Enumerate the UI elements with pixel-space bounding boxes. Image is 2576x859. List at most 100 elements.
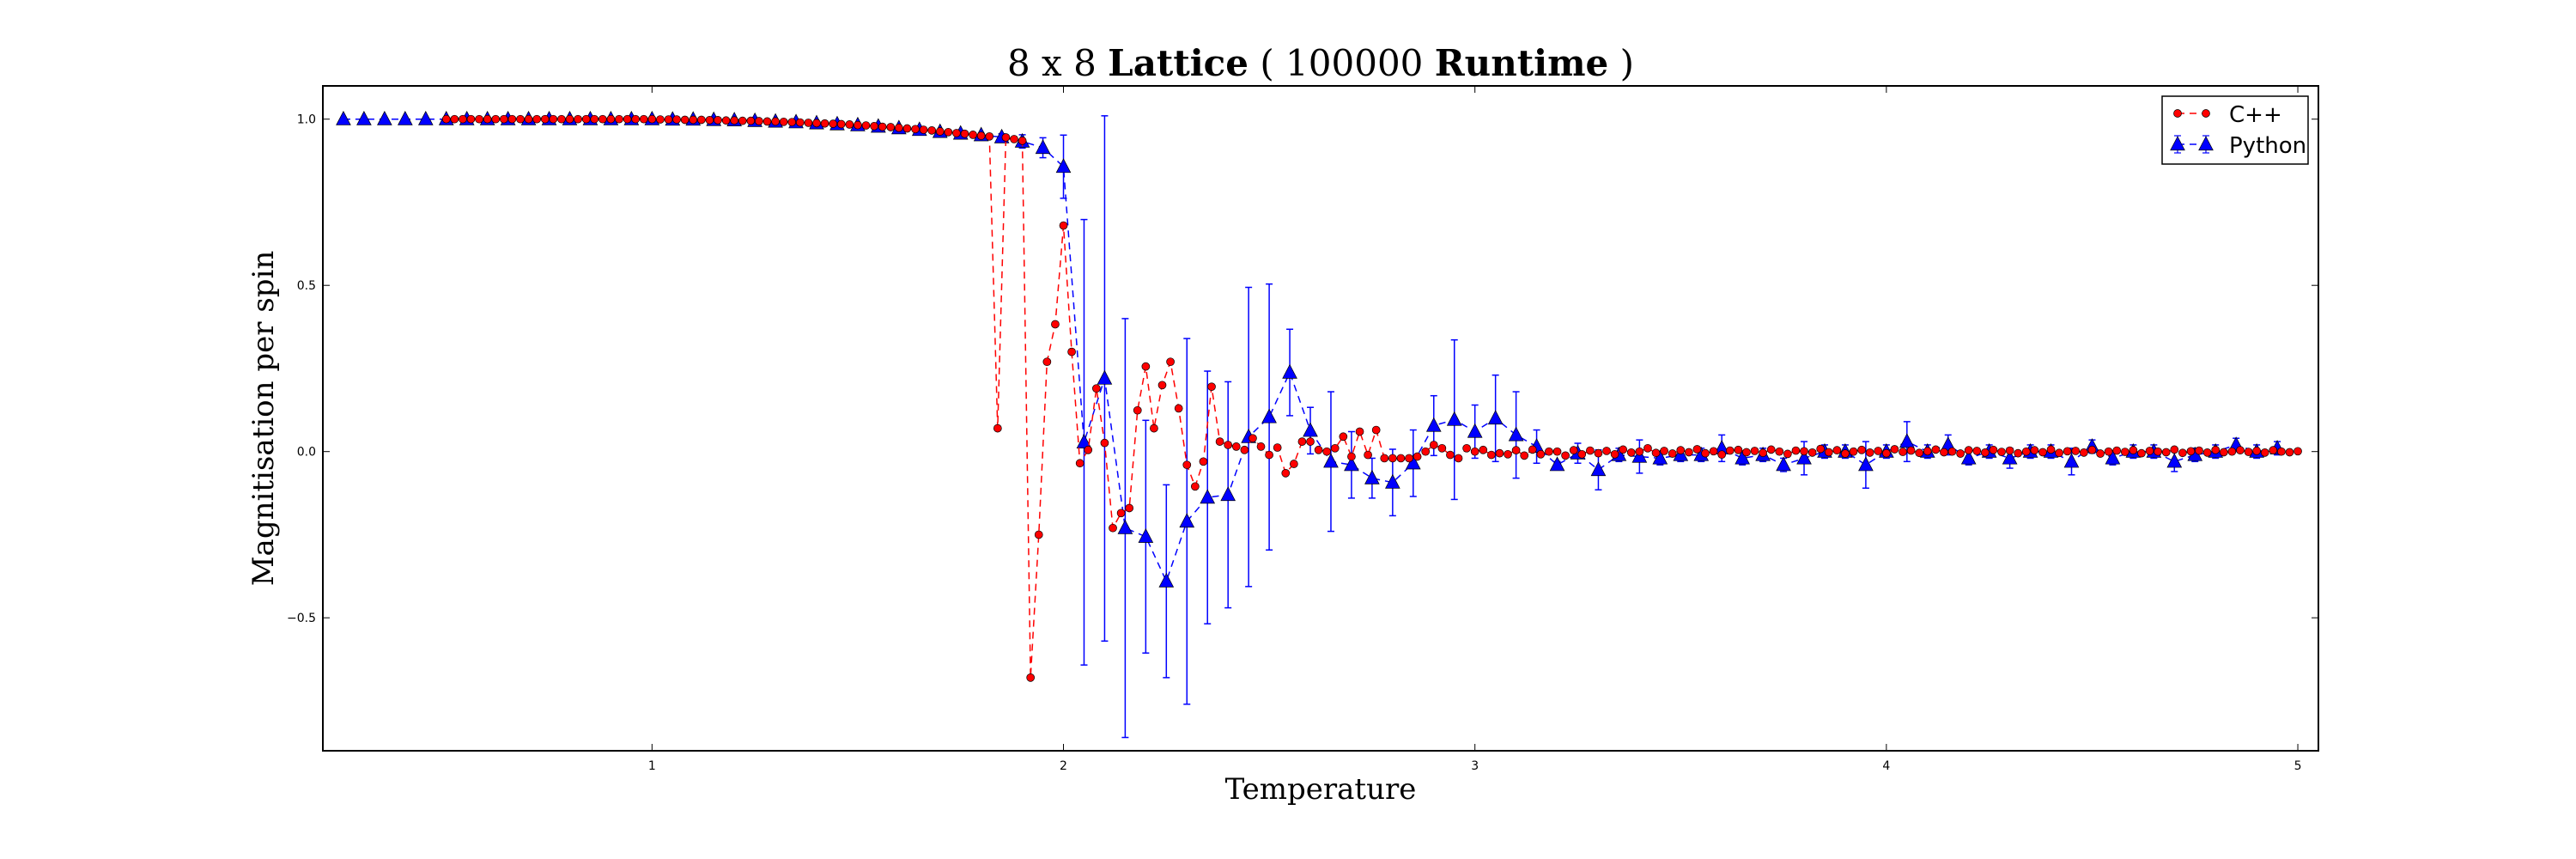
data-point bbox=[1220, 486, 1236, 502]
data-point bbox=[779, 117, 788, 126]
data-point bbox=[1380, 454, 1389, 463]
data-point bbox=[598, 114, 607, 124]
data-point bbox=[1231, 442, 1241, 451]
data-point bbox=[1297, 437, 1307, 446]
series-cpp bbox=[441, 114, 2302, 682]
data-point bbox=[656, 115, 665, 124]
data-point bbox=[549, 114, 558, 124]
data-point bbox=[902, 124, 912, 133]
data-point bbox=[836, 119, 846, 129]
data-point bbox=[919, 125, 928, 134]
data-point bbox=[450, 114, 459, 124]
data-point bbox=[2096, 449, 2105, 458]
x-tick-label: 4 bbox=[1882, 759, 1890, 773]
x-tick-label: 2 bbox=[1060, 759, 1067, 773]
data-point bbox=[1158, 572, 1175, 588]
data-point bbox=[532, 114, 542, 124]
data-point bbox=[1807, 448, 1817, 457]
data-point bbox=[2211, 445, 2221, 454]
data-point bbox=[2005, 446, 2014, 455]
data-point bbox=[1956, 449, 1965, 458]
data-point bbox=[1322, 447, 1332, 456]
data-point bbox=[1997, 448, 2006, 456]
data-point bbox=[1816, 444, 1826, 454]
data-point bbox=[2063, 447, 2072, 456]
data-point bbox=[705, 116, 714, 125]
data-point bbox=[1150, 423, 1158, 433]
title-part: Runtime bbox=[1435, 42, 1609, 84]
data-point bbox=[1191, 482, 1200, 491]
data-point bbox=[2055, 448, 2063, 458]
data-point bbox=[1249, 434, 1257, 443]
data-point bbox=[1915, 448, 1924, 458]
data-point bbox=[762, 117, 772, 126]
data-point bbox=[483, 114, 492, 124]
data-point bbox=[1207, 382, 1216, 392]
data-point bbox=[2104, 447, 2113, 456]
data-point bbox=[2186, 447, 2196, 456]
data-point bbox=[771, 117, 780, 126]
data-point bbox=[2260, 448, 2269, 457]
data-point bbox=[1511, 446, 1521, 455]
data-point bbox=[1446, 450, 1455, 460]
data-point bbox=[1462, 443, 1471, 453]
data-point bbox=[2293, 447, 2302, 456]
data-point bbox=[1385, 473, 1400, 489]
data-point bbox=[2030, 446, 2039, 455]
data-point bbox=[2105, 449, 2121, 465]
data-point bbox=[1725, 446, 1735, 455]
data-point bbox=[1026, 673, 1036, 682]
data-point bbox=[540, 114, 550, 124]
data-point bbox=[730, 116, 739, 125]
data-point bbox=[1520, 451, 1529, 460]
data-point bbox=[2195, 446, 2203, 455]
data-point bbox=[812, 119, 821, 128]
data-point bbox=[1479, 445, 1488, 454]
data-point bbox=[1508, 426, 1524, 442]
data-point bbox=[1055, 158, 1072, 174]
axis-ticks: 1 2 3 4 5 1.0 0.5 0.0 −0.5 bbox=[287, 86, 2318, 773]
data-point bbox=[1174, 404, 1183, 413]
data-point bbox=[1602, 447, 1611, 455]
data-point bbox=[1626, 448, 1636, 457]
data-point bbox=[1569, 446, 1578, 455]
data-point bbox=[820, 119, 829, 128]
data-point bbox=[1344, 456, 1359, 472]
data-point bbox=[1717, 450, 1727, 460]
data-point bbox=[2120, 448, 2129, 456]
legend-cpp-marker bbox=[2173, 109, 2182, 118]
data-point bbox=[1940, 436, 1956, 452]
data-point bbox=[1899, 448, 1907, 456]
data-point bbox=[2154, 447, 2162, 456]
data-point bbox=[336, 110, 351, 125]
data-point bbox=[960, 129, 969, 138]
data-point bbox=[2166, 453, 2183, 468]
data-point bbox=[647, 114, 657, 124]
data-point bbox=[1692, 445, 1702, 454]
data-point bbox=[1899, 433, 1915, 448]
data-point bbox=[2021, 447, 2031, 456]
data-point bbox=[1282, 363, 1297, 379]
data-point bbox=[1273, 443, 1282, 452]
data-point bbox=[1594, 448, 1603, 458]
data-point bbox=[1561, 451, 1570, 460]
data-point bbox=[1676, 446, 1686, 455]
data-point bbox=[1116, 509, 1126, 518]
data-point bbox=[795, 118, 805, 127]
data-point bbox=[1388, 454, 1397, 463]
data-point bbox=[969, 131, 977, 139]
data-point bbox=[935, 127, 945, 136]
data-point bbox=[639, 114, 648, 124]
legend-python-marker bbox=[2170, 135, 2214, 154]
data-point bbox=[1660, 447, 1668, 455]
data-point bbox=[2244, 448, 2253, 456]
data-point bbox=[1215, 437, 1224, 446]
data-point bbox=[1545, 447, 1553, 456]
data-point bbox=[1796, 449, 1812, 465]
legend-triangle-icon bbox=[2198, 136, 2214, 151]
data-point bbox=[1261, 408, 1277, 423]
data-point bbox=[356, 110, 372, 125]
data-point bbox=[1890, 445, 1899, 454]
data-point bbox=[894, 123, 903, 132]
data-point bbox=[1138, 528, 1154, 543]
